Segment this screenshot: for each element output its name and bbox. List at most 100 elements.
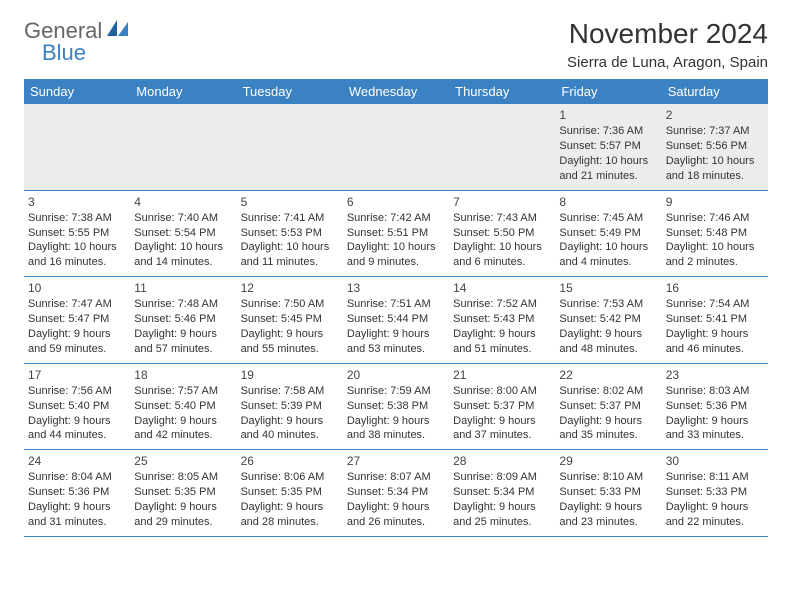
sunrise-text: Sunrise: 8:10 AM <box>559 470 657 485</box>
daylight-text: Daylight: 10 hours and 18 minutes. <box>666 154 764 184</box>
calendar-cell: 10Sunrise: 7:47 AMSunset: 5:47 PMDayligh… <box>24 277 130 364</box>
calendar-row: 1Sunrise: 7:36 AMSunset: 5:57 PMDaylight… <box>24 104 768 190</box>
calendar-body: 1Sunrise: 7:36 AMSunset: 5:57 PMDaylight… <box>24 104 768 536</box>
daylight-text: Daylight: 9 hours and 59 minutes. <box>28 327 126 357</box>
calendar-cell: 24Sunrise: 8:04 AMSunset: 5:36 PMDayligh… <box>24 450 130 537</box>
day-number: 8 <box>559 194 657 210</box>
day-number: 13 <box>347 280 445 296</box>
daylight-text: Daylight: 9 hours and 48 minutes. <box>559 327 657 357</box>
sunrise-text: Sunrise: 7:58 AM <box>241 384 339 399</box>
calendar-cell <box>130 104 236 190</box>
sunrise-text: Sunrise: 7:42 AM <box>347 211 445 226</box>
calendar-cell: 12Sunrise: 7:50 AMSunset: 5:45 PMDayligh… <box>237 277 343 364</box>
daylight-text: Daylight: 9 hours and 23 minutes. <box>559 500 657 530</box>
daylight-text: Daylight: 10 hours and 21 minutes. <box>559 154 657 184</box>
day-number: 28 <box>453 453 551 469</box>
sunset-text: Sunset: 5:55 PM <box>28 226 126 241</box>
day-number: 23 <box>666 367 764 383</box>
sunrise-text: Sunrise: 8:05 AM <box>134 470 232 485</box>
day-number: 6 <box>347 194 445 210</box>
calendar-cell: 19Sunrise: 7:58 AMSunset: 5:39 PMDayligh… <box>237 363 343 450</box>
calendar-cell: 13Sunrise: 7:51 AMSunset: 5:44 PMDayligh… <box>343 277 449 364</box>
title-block: November 2024 Sierra de Luna, Aragon, Sp… <box>567 18 768 71</box>
daylight-text: Daylight: 10 hours and 2 minutes. <box>666 240 764 270</box>
sunset-text: Sunset: 5:53 PM <box>241 226 339 241</box>
sunset-text: Sunset: 5:42 PM <box>559 312 657 327</box>
sunset-text: Sunset: 5:45 PM <box>241 312 339 327</box>
calendar-cell: 5Sunrise: 7:41 AMSunset: 5:53 PMDaylight… <box>237 190 343 277</box>
sunset-text: Sunset: 5:44 PM <box>347 312 445 327</box>
sunset-text: Sunset: 5:46 PM <box>134 312 232 327</box>
daylight-text: Daylight: 9 hours and 51 minutes. <box>453 327 551 357</box>
sunset-text: Sunset: 5:33 PM <box>559 485 657 500</box>
calendar-row: 17Sunrise: 7:56 AMSunset: 5:40 PMDayligh… <box>24 363 768 450</box>
calendar-cell <box>237 104 343 190</box>
sunset-text: Sunset: 5:38 PM <box>347 399 445 414</box>
daylight-text: Daylight: 9 hours and 28 minutes. <box>241 500 339 530</box>
calendar-cell: 8Sunrise: 7:45 AMSunset: 5:49 PMDaylight… <box>555 190 661 277</box>
sunrise-text: Sunrise: 7:36 AM <box>559 124 657 139</box>
calendar-cell: 20Sunrise: 7:59 AMSunset: 5:38 PMDayligh… <box>343 363 449 450</box>
daylight-text: Daylight: 10 hours and 4 minutes. <box>559 240 657 270</box>
sunset-text: Sunset: 5:47 PM <box>28 312 126 327</box>
sunrise-text: Sunrise: 7:45 AM <box>559 211 657 226</box>
sunset-text: Sunset: 5:34 PM <box>453 485 551 500</box>
calendar-cell: 18Sunrise: 7:57 AMSunset: 5:40 PMDayligh… <box>130 363 236 450</box>
daylight-text: Daylight: 9 hours and 38 minutes. <box>347 414 445 444</box>
daylight-text: Daylight: 9 hours and 31 minutes. <box>28 500 126 530</box>
daylight-text: Daylight: 9 hours and 40 minutes. <box>241 414 339 444</box>
sunset-text: Sunset: 5:37 PM <box>453 399 551 414</box>
sunrise-text: Sunrise: 7:57 AM <box>134 384 232 399</box>
calendar-cell: 9Sunrise: 7:46 AMSunset: 5:48 PMDaylight… <box>662 190 768 277</box>
calendar-cell: 4Sunrise: 7:40 AMSunset: 5:54 PMDaylight… <box>130 190 236 277</box>
sunrise-text: Sunrise: 7:51 AM <box>347 297 445 312</box>
day-number: 4 <box>134 194 232 210</box>
sunrise-text: Sunrise: 7:46 AM <box>666 211 764 226</box>
daylight-text: Daylight: 10 hours and 16 minutes. <box>28 240 126 270</box>
sunset-text: Sunset: 5:34 PM <box>347 485 445 500</box>
day-number: 18 <box>134 367 232 383</box>
daylight-text: Daylight: 9 hours and 42 minutes. <box>134 414 232 444</box>
calendar-cell: 3Sunrise: 7:38 AMSunset: 5:55 PMDaylight… <box>24 190 130 277</box>
calendar-row: 24Sunrise: 8:04 AMSunset: 5:36 PMDayligh… <box>24 450 768 537</box>
daylight-text: Daylight: 9 hours and 22 minutes. <box>666 500 764 530</box>
daylight-text: Daylight: 9 hours and 35 minutes. <box>559 414 657 444</box>
calendar-cell: 30Sunrise: 8:11 AMSunset: 5:33 PMDayligh… <box>662 450 768 537</box>
sunrise-text: Sunrise: 8:11 AM <box>666 470 764 485</box>
daylight-text: Daylight: 10 hours and 14 minutes. <box>134 240 232 270</box>
day-number: 3 <box>28 194 126 210</box>
day-number: 26 <box>241 453 339 469</box>
day-number: 9 <box>666 194 764 210</box>
logo: General Blue <box>24 18 129 66</box>
calendar-cell: 15Sunrise: 7:53 AMSunset: 5:42 PMDayligh… <box>555 277 661 364</box>
sunset-text: Sunset: 5:35 PM <box>134 485 232 500</box>
day-number: 5 <box>241 194 339 210</box>
calendar-cell <box>24 104 130 190</box>
day-number: 16 <box>666 280 764 296</box>
day-number: 30 <box>666 453 764 469</box>
calendar-cell: 25Sunrise: 8:05 AMSunset: 5:35 PMDayligh… <box>130 450 236 537</box>
calendar-cell: 6Sunrise: 7:42 AMSunset: 5:51 PMDaylight… <box>343 190 449 277</box>
day-number: 25 <box>134 453 232 469</box>
daylight-text: Daylight: 9 hours and 29 minutes. <box>134 500 232 530</box>
sunset-text: Sunset: 5:50 PM <box>453 226 551 241</box>
weekday-header: Friday <box>555 79 661 104</box>
sunset-text: Sunset: 5:56 PM <box>666 139 764 154</box>
sunrise-text: Sunrise: 8:04 AM <box>28 470 126 485</box>
calendar-row: 3Sunrise: 7:38 AMSunset: 5:55 PMDaylight… <box>24 190 768 277</box>
sunset-text: Sunset: 5:36 PM <box>666 399 764 414</box>
sunrise-text: Sunrise: 8:09 AM <box>453 470 551 485</box>
daylight-text: Daylight: 9 hours and 37 minutes. <box>453 414 551 444</box>
daylight-text: Daylight: 9 hours and 26 minutes. <box>347 500 445 530</box>
sunrise-text: Sunrise: 7:52 AM <box>453 297 551 312</box>
daylight-text: Daylight: 9 hours and 33 minutes. <box>666 414 764 444</box>
calendar-row: 10Sunrise: 7:47 AMSunset: 5:47 PMDayligh… <box>24 277 768 364</box>
daylight-text: Daylight: 9 hours and 57 minutes. <box>134 327 232 357</box>
calendar-cell: 29Sunrise: 8:10 AMSunset: 5:33 PMDayligh… <box>555 450 661 537</box>
day-number: 2 <box>666 107 764 123</box>
sunset-text: Sunset: 5:43 PM <box>453 312 551 327</box>
header: General Blue November 2024 Sierra de Lun… <box>24 18 768 71</box>
day-number: 19 <box>241 367 339 383</box>
sunrise-text: Sunrise: 7:54 AM <box>666 297 764 312</box>
sunset-text: Sunset: 5:51 PM <box>347 226 445 241</box>
